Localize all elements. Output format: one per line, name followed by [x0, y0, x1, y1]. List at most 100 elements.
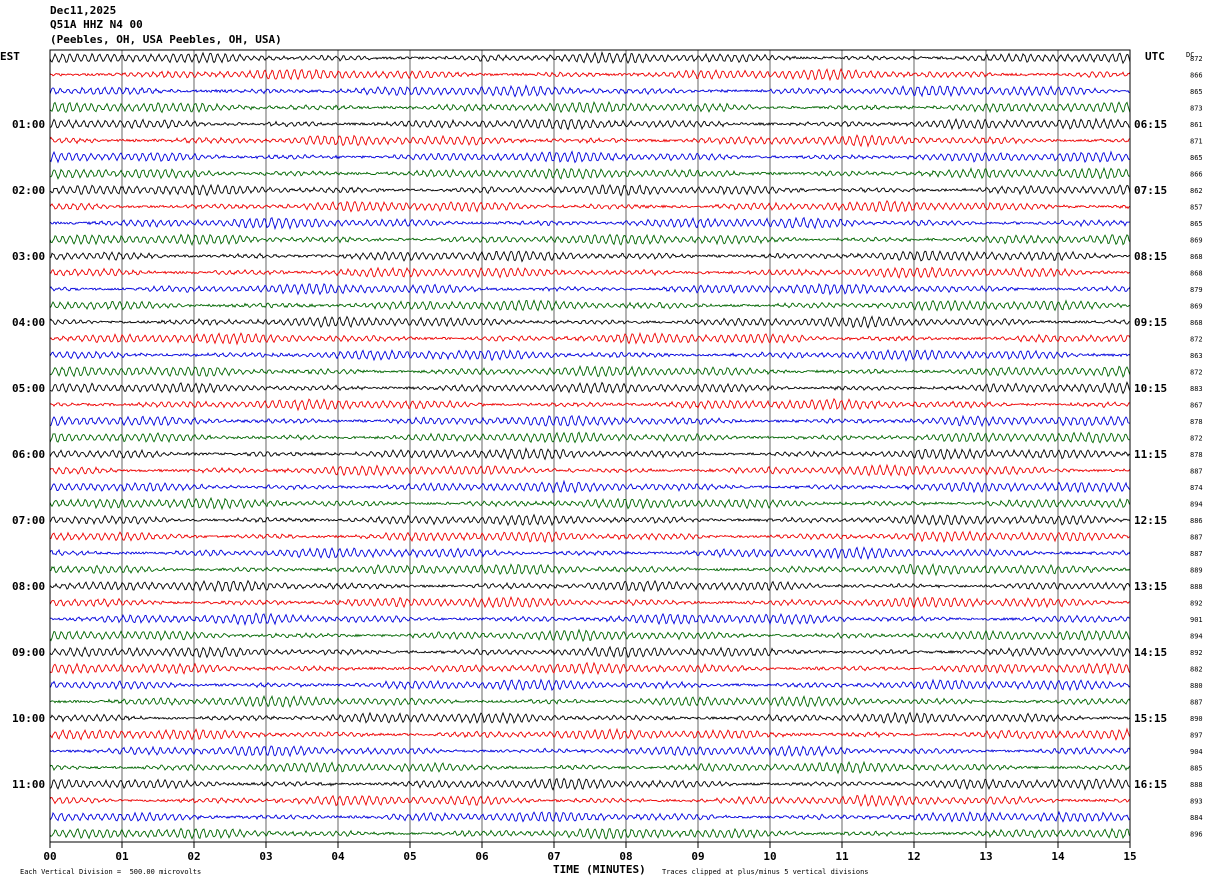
x-tick-label: 07 — [547, 850, 560, 863]
dc-offset-label: 861 — [1190, 121, 1203, 129]
dc-offset-label: 869 — [1190, 303, 1203, 311]
dc-offset-label: 866 — [1190, 171, 1203, 179]
right-hour-label: 06:15 — [1134, 118, 1167, 131]
dc-offset-label: 888 — [1190, 781, 1203, 789]
x-tick-label: 05 — [403, 850, 416, 863]
dc-offset-label: 873 — [1190, 105, 1203, 113]
dc-offset-label: 865 — [1190, 220, 1203, 228]
seismic-trace — [49, 562, 1131, 577]
station-header: Q51A HHZ N4 00 — [50, 18, 143, 31]
x-tick-label: 02 — [187, 850, 200, 863]
date-header: Dec11,2025 — [50, 4, 117, 17]
seismic-trace — [49, 463, 1131, 477]
trace-group — [49, 51, 1131, 840]
right-hour-label: 15:15 — [1134, 712, 1167, 725]
seismic-trace — [49, 546, 1131, 561]
seismic-trace — [49, 100, 1131, 114]
seismic-trace — [49, 760, 1131, 775]
seismic-trace — [49, 315, 1131, 329]
seismic-trace — [49, 595, 1131, 610]
left-hour-label: 08:00 — [12, 580, 45, 593]
seismic-trace — [49, 744, 1131, 758]
seismic-trace — [49, 628, 1131, 643]
dc-offset-label: 863 — [1190, 352, 1203, 360]
dc-offset-label: 880 — [1190, 682, 1203, 690]
left-hour-label: 03:00 — [12, 250, 45, 263]
dc-offset-label: 883 — [1190, 385, 1203, 393]
dc-offset-label: 865 — [1190, 154, 1203, 162]
dc-offset-label: 878 — [1190, 451, 1203, 459]
dc-offset-label: 868 — [1190, 270, 1203, 278]
dc-offset-label: 866 — [1190, 72, 1203, 80]
dc-offset-label: 868 — [1190, 319, 1203, 327]
seismic-trace — [49, 612, 1131, 626]
seismic-trace — [49, 777, 1131, 791]
x-tick-label: 00 — [43, 850, 56, 863]
seismic-trace — [49, 299, 1131, 312]
seismic-trace — [49, 827, 1131, 840]
dc-offset-label: 872 — [1190, 369, 1203, 377]
seismic-trace — [49, 150, 1131, 164]
x-tick-label: 15 — [1123, 850, 1136, 863]
dc-offset-label: 872 — [1190, 55, 1203, 63]
seismic-trace — [49, 661, 1131, 676]
label-group: 00 01 02 03 04 05 06 07 08 09 10 11 12 13 14 15 872 866 86… — [12, 55, 1203, 863]
dc-label: DC — [1186, 51, 1194, 59]
dc-offset-label: 890 — [1190, 715, 1203, 723]
dc-offset-label: 904 — [1190, 748, 1203, 756]
seismic-trace — [49, 51, 1131, 65]
dc-offset-label: 887 — [1190, 550, 1203, 558]
seismic-trace — [49, 414, 1131, 428]
dc-offset-label: 887 — [1190, 534, 1203, 542]
dc-offset-label: 882 — [1190, 666, 1203, 674]
seismic-trace — [49, 250, 1131, 263]
left-hour-label: 01:00 — [12, 118, 45, 131]
x-axis-title: TIME (MINUTES) — [553, 863, 646, 876]
x-tick-label: 10 — [763, 850, 776, 863]
dc-offset-label: 869 — [1190, 237, 1203, 245]
seismic-trace — [49, 68, 1131, 82]
left-hour-label: 06:00 — [12, 448, 45, 461]
seismic-trace — [49, 479, 1131, 494]
seismic-trace — [49, 233, 1131, 247]
seismic-trace — [49, 283, 1131, 296]
left-hour-label: 11:00 — [12, 778, 45, 791]
x-tick-label: 11 — [835, 850, 849, 863]
seismic-trace — [49, 166, 1131, 180]
seismic-trace — [49, 645, 1131, 659]
seismic-trace — [49, 331, 1131, 346]
x-tick-label: 03 — [259, 850, 272, 863]
dc-offset-label: 894 — [1190, 501, 1203, 509]
dc-offset-label: 897 — [1190, 732, 1203, 740]
dc-offset-label: 885 — [1190, 765, 1203, 773]
dc-offset-label: 879 — [1190, 286, 1203, 294]
dc-offset-label: 901 — [1190, 616, 1203, 624]
dc-offset-label: 862 — [1190, 187, 1203, 195]
seismic-trace — [49, 365, 1131, 378]
dc-offset-label: 896 — [1190, 831, 1203, 839]
left-hour-label: 05:00 — [12, 382, 45, 395]
seismic-trace — [49, 134, 1131, 148]
x-tick-label: 01 — [115, 850, 129, 863]
seismic-trace — [49, 579, 1131, 593]
dc-offset-label: 865 — [1190, 88, 1203, 96]
x-tick-label: 13 — [979, 850, 992, 863]
dc-offset-label: 886 — [1190, 517, 1203, 525]
left-timezone-label: EST — [0, 50, 20, 63]
dc-offset-label: 872 — [1190, 435, 1203, 443]
right-hour-label: 12:15 — [1134, 514, 1167, 527]
seismic-trace — [50, 266, 1131, 279]
seismic-trace — [49, 216, 1131, 231]
right-hour-label: 10:15 — [1134, 382, 1167, 395]
dc-offset-label: 892 — [1190, 600, 1203, 608]
dc-offset-label: 871 — [1190, 138, 1203, 146]
right-hour-label: 11:15 — [1134, 448, 1167, 461]
right-hour-label: 07:15 — [1134, 184, 1167, 197]
seismic-trace — [49, 810, 1131, 823]
left-hour-label: 04:00 — [12, 316, 45, 329]
plot-frame — [49, 49, 1131, 843]
location-header: (Peebles, OH, USA Peebles, OH, USA) — [50, 33, 282, 46]
seismic-trace — [49, 513, 1131, 527]
right-hour-label: 08:15 — [1134, 250, 1167, 263]
